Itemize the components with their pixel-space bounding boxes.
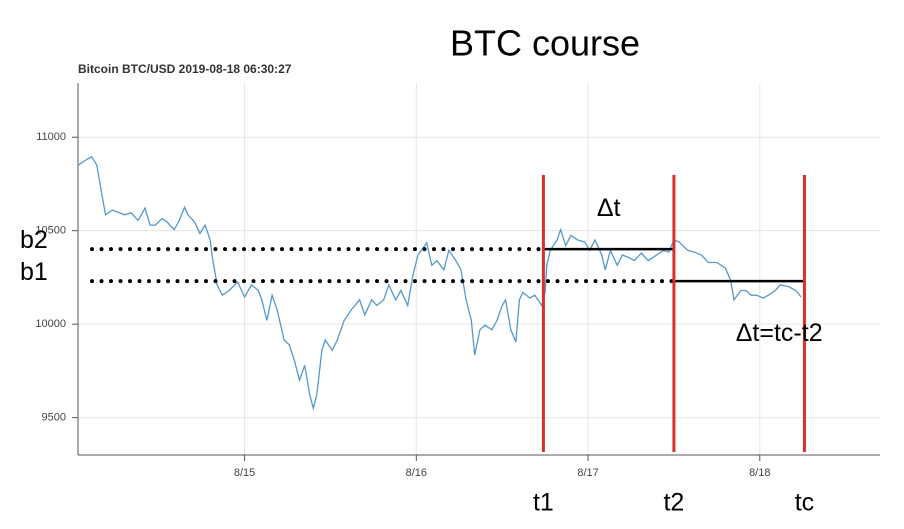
page-title: BTC course (450, 23, 640, 64)
y-tick-label: 10000 (35, 318, 66, 330)
time-label: tc (795, 489, 814, 517)
level-label: b2 (20, 226, 48, 254)
chart-title: Bitcoin BTC/USD 2019-08-18 06:30:27 (78, 62, 292, 76)
interval-label: Δt=tc-t2 (736, 319, 823, 347)
level-label: b1 (20, 258, 48, 286)
x-tick-label: 8/16 (406, 467, 427, 479)
x-tick-label: 8/17 (577, 467, 598, 479)
time-label: t1 (533, 489, 554, 517)
y-tick-label: 11000 (36, 131, 66, 143)
price-line (77, 155, 802, 411)
y-tick-label: 9500 (42, 412, 66, 424)
interval-label: Δt (597, 194, 621, 222)
y-tick-label: 10500 (35, 225, 66, 237)
time-label: t2 (663, 489, 684, 517)
x-tick-label: 8/18 (749, 467, 770, 479)
x-tick-label: 8/15 (234, 467, 255, 479)
